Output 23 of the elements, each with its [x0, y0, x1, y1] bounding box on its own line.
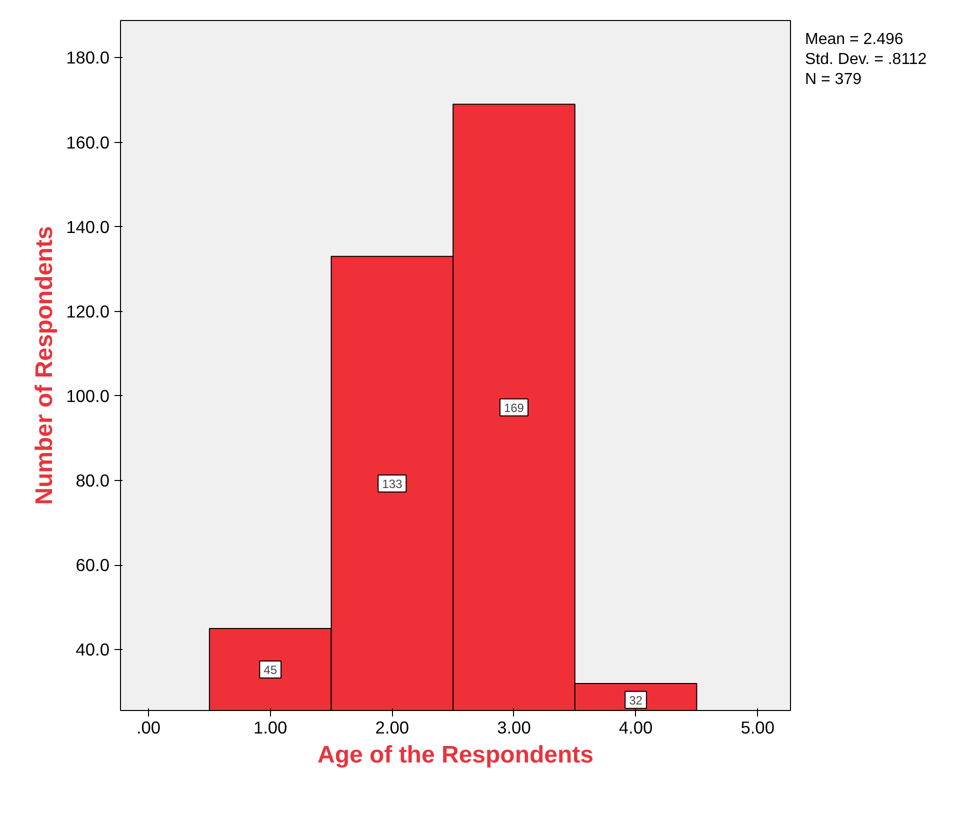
data-label: 169	[504, 400, 524, 415]
y-tick-label: 180.0	[66, 48, 110, 68]
x-tick-label: 5.00	[740, 718, 774, 738]
text: N = 379	[805, 71, 862, 88]
data-label: 45	[264, 662, 278, 677]
x-tick-label: 1.00	[253, 718, 288, 738]
x-tick-label: 2.00	[375, 718, 410, 738]
x-tick-label: 4.00	[618, 718, 653, 738]
y-tick-label: 140.0	[66, 216, 110, 237]
y-axis-title: Number of Respondents	[31, 226, 58, 505]
y-tick-label: 40.0	[76, 640, 110, 660]
x-axis-title: Age of the Respondents	[317, 742, 594, 768]
data-label: 32	[629, 693, 643, 708]
text: Mean = 2.496	[805, 31, 904, 48]
y-tick-label: 100.0	[66, 386, 110, 406]
data-label: 133	[382, 476, 402, 491]
text: Std. Dev. = .8112	[805, 51, 927, 68]
y-tick-label: 160.0	[66, 132, 110, 152]
y-tick-label: 60.0	[76, 555, 110, 576]
x-tick-label: 3.00	[497, 718, 531, 738]
y-tick-label: 80.0	[76, 470, 110, 490]
x-tick-label: .00	[136, 718, 161, 738]
y-tick-label: 120.0	[66, 301, 110, 322]
